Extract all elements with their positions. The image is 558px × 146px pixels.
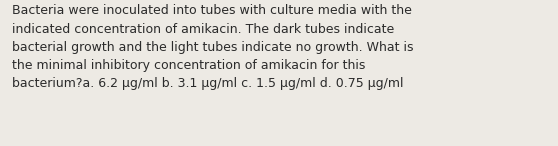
Text: Bacteria were inoculated into tubes with culture media with the
indicated concen: Bacteria were inoculated into tubes with… (12, 4, 414, 90)
